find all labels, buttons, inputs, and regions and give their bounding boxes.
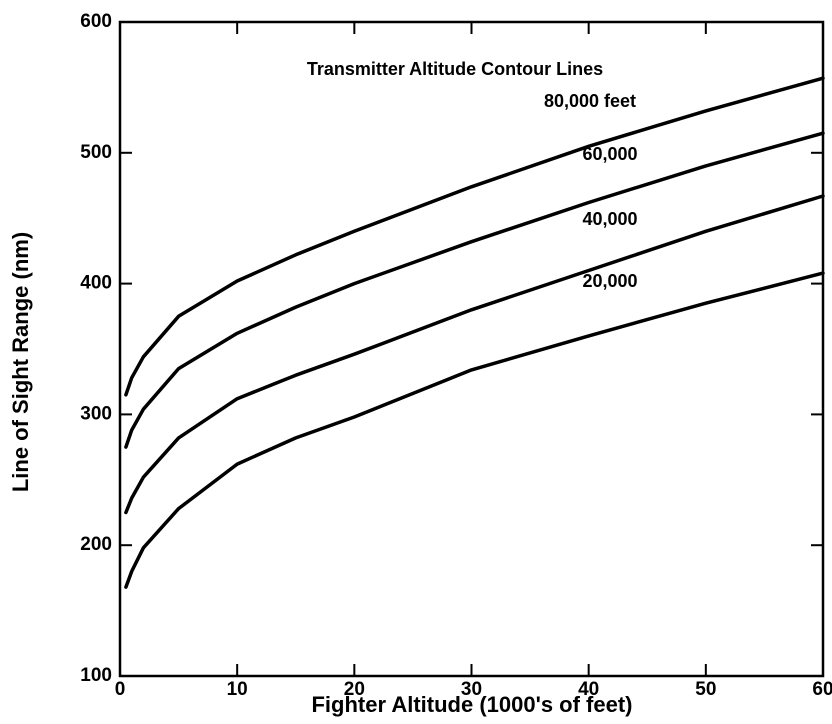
series-line [124,76,825,397]
x-tick-label: 40 [578,679,599,700]
series-label: 80,000 feet [544,91,636,111]
x-tick-label: 60 [812,679,832,700]
x-tick-label: 30 [461,679,482,700]
x-tick-label: 10 [227,679,248,700]
y-tick-label: 100 [80,665,112,686]
series-label: 40,000 [582,209,637,229]
x-tick-label: 20 [344,679,365,700]
y-tick-label: 400 [80,273,112,294]
annotation: Transmitter Altitude Contour Lines [307,59,603,79]
y-tick-label: 500 [80,142,112,163]
x-axis-title: Fighter Altitude (1000's of feet) [311,692,632,717]
series-line [124,194,825,515]
series-label: 20,000 [582,271,637,291]
x-tick-label: 0 [115,679,126,700]
plot-frame [118,20,825,678]
series-line [124,271,825,589]
series-label: 60,000 [582,144,637,164]
y-axis-title: Line of Sight Range (nm) [8,232,33,492]
y-tick-label: 200 [80,534,112,555]
series-line [124,131,825,449]
y-tick-label: 600 [80,11,112,32]
x-tick-label: 50 [695,679,716,700]
y-tick-label: 300 [80,403,112,424]
